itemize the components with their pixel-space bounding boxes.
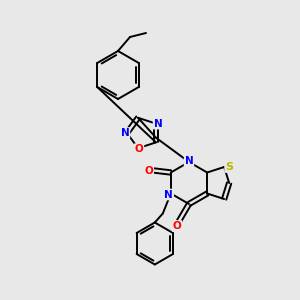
Text: N: N (164, 190, 173, 200)
Text: N: N (184, 156, 194, 166)
Text: N: N (154, 118, 162, 129)
Text: N: N (121, 128, 129, 138)
Text: O: O (172, 221, 182, 231)
Text: O: O (135, 144, 143, 154)
Text: S: S (225, 162, 233, 172)
Text: O: O (144, 166, 153, 176)
